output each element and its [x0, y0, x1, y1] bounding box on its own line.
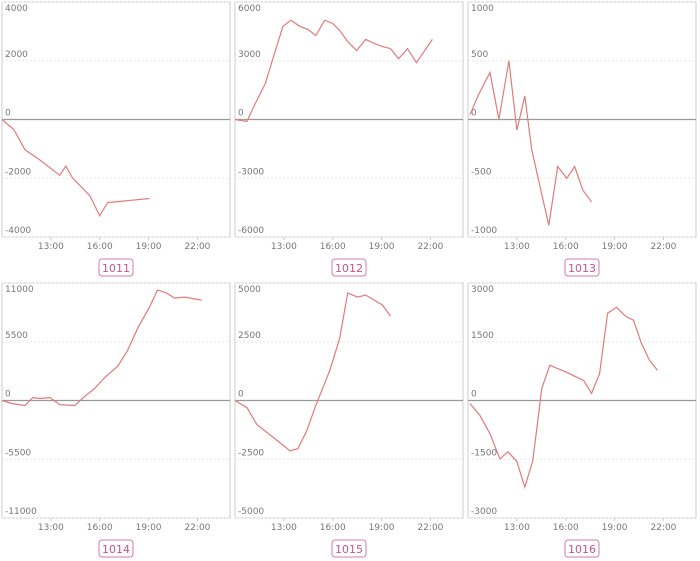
x-tick-label: 13:00: [504, 523, 530, 533]
x-tick-label: 13:00: [504, 242, 530, 252]
x-tick-label: 22:00: [650, 523, 676, 533]
y-tick-label: 0: [471, 109, 477, 119]
x-tick-label: 13:00: [38, 523, 64, 533]
chart-label-box: [331, 539, 367, 558]
y-tick-label: 1000: [471, 4, 494, 14]
y-tick-label: 2500: [238, 331, 261, 341]
x-tick-label: 19:00: [369, 242, 395, 252]
x-tick-label: 16:00: [320, 242, 346, 252]
y-tick-label: 4000: [5, 4, 28, 14]
x-tick-label: 13:00: [38, 242, 64, 252]
y-tick-label: 0: [471, 390, 477, 400]
x-tick-label: 13:00: [271, 523, 297, 533]
y-tick-label: 0: [5, 390, 11, 400]
chart-label-box: [331, 258, 367, 277]
x-tick-label: 19:00: [602, 523, 628, 533]
x-tick-label: 16:00: [320, 523, 346, 533]
y-tick-label: -2000: [5, 167, 31, 177]
chart-label-box: [564, 258, 600, 277]
series-line: [234, 19, 433, 123]
series-line: [469, 60, 593, 226]
y-tick-label: -5500: [5, 448, 31, 458]
x-tick-label: 22:00: [650, 242, 676, 252]
chart-label: 1013: [568, 262, 596, 275]
series-line: [469, 306, 658, 490]
y-tick-label: 0: [238, 109, 244, 119]
x-tick-label: 16:00: [553, 242, 579, 252]
y-tick-label: 0: [5, 109, 11, 119]
y-tick-label: 11000: [5, 285, 34, 295]
x-tick-label: 16:00: [553, 523, 579, 533]
y-tick-label: -2500: [238, 448, 264, 458]
series-line: [234, 292, 391, 452]
y-tick-label: -5000: [238, 507, 264, 517]
x-tick-label: 22:00: [184, 242, 210, 252]
chart-label: 1014: [102, 543, 130, 556]
y-tick-label: 0: [238, 390, 244, 400]
chart-label: 1011: [102, 262, 130, 275]
y-tick-label: 6000: [238, 4, 261, 14]
y-tick-label: -6000: [238, 226, 264, 236]
y-tick-label: -4000: [5, 226, 31, 236]
x-tick-label: 22:00: [184, 523, 210, 533]
y-tick-label: 5000: [238, 285, 261, 295]
y-tick-label: 500: [471, 50, 488, 60]
y-tick-label: -1500: [471, 448, 497, 458]
y-tick-label: -1000: [471, 226, 497, 236]
y-tick-label: -500: [471, 167, 492, 177]
x-tick-label: 19:00: [136, 242, 162, 252]
series-line: [1, 119, 150, 218]
y-tick-label: 5500: [5, 331, 28, 341]
x-tick-label: 16:00: [87, 523, 113, 533]
y-tick-label: -3000: [471, 507, 497, 517]
x-tick-label: 13:00: [271, 242, 297, 252]
x-tick-label: 22:00: [417, 523, 443, 533]
y-tick-label: 1500: [471, 331, 494, 341]
y-tick-label: 3000: [471, 285, 494, 295]
chart-label: 1012: [335, 262, 363, 275]
series-line: [1, 289, 202, 407]
y-tick-label: -3000: [238, 167, 264, 177]
y-tick-label: 2000: [5, 50, 28, 60]
y-tick-label: 3000: [238, 50, 261, 60]
x-tick-label: 19:00: [136, 523, 162, 533]
x-tick-label: 16:00: [87, 242, 113, 252]
chart-label: 1015: [335, 543, 363, 556]
chart-label-box: [98, 258, 134, 277]
y-tick-label: -11000: [5, 507, 37, 517]
x-tick-label: 19:00: [602, 242, 628, 252]
chart-label-box: [98, 539, 134, 558]
x-tick-label: 19:00: [369, 523, 395, 533]
chart-label: 1016: [568, 543, 596, 556]
chart-label-box: [564, 539, 600, 558]
x-tick-label: 22:00: [417, 242, 443, 252]
